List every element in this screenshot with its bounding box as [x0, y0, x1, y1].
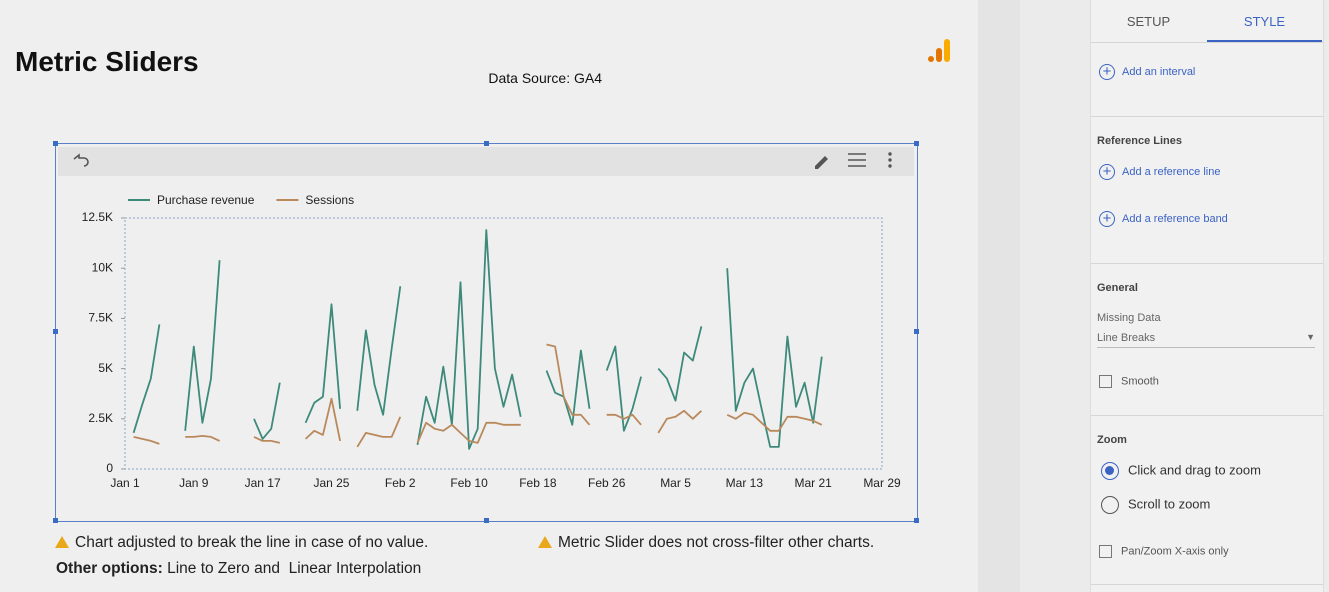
note: Chart adjusted to break the line in case…: [55, 534, 428, 552]
y-tick-label: 12.5K: [82, 210, 113, 224]
data-source: Data Source: GA4: [488, 70, 602, 86]
handle[interactable]: [53, 141, 58, 146]
note: Metric Slider does not cross-filter othe…: [538, 534, 874, 552]
radio-label[interactable]: Scroll to zoom: [1128, 496, 1211, 512]
x-tick-label: Mar 13: [726, 476, 764, 490]
x-tick-label: Jan 9: [179, 476, 209, 490]
more-icon[interactable]: [888, 152, 892, 168]
y-tick-label: 7.5K: [88, 311, 113, 325]
series-line: [133, 343, 823, 448]
x-tick-label: Jan 17: [245, 476, 281, 490]
filter-icon[interactable]: [848, 153, 866, 167]
section-heading: General: [1097, 282, 1138, 294]
tab[interactable]: SETUP: [1126, 14, 1171, 29]
style-panel: SETUP STYLE + Add an interval Reference L…: [1090, 0, 1324, 592]
checkbox-label[interactable]: Pan/Zoom X-axis only: [1121, 545, 1229, 558]
add-reference-line[interactable]: + Add a reference line: [1099, 164, 1220, 180]
pan-checkbox[interactable]: Pan/Zoom X-axis only: [1099, 545, 1229, 558]
dropdown-value[interactable]: Line Breaks: [1097, 332, 1156, 344]
page-title: Metric Sliders: [15, 46, 199, 77]
gutter: [978, 0, 1020, 592]
note-text: Metric Slider does not cross-filter othe…: [558, 534, 875, 551]
chart-toolbar: [58, 147, 914, 176]
handle[interactable]: [914, 141, 919, 146]
checkbox-label[interactable]: Smooth: [1121, 375, 1159, 388]
add-interval[interactable]: + Add an interval: [1099, 64, 1195, 80]
link-text[interactable]: Add a reference band: [1122, 212, 1228, 225]
section-heading: Zoom: [1097, 434, 1127, 446]
note: Other options: Line to Zero and Linear I…: [56, 560, 421, 578]
plot-frame: [124, 217, 883, 470]
series-line: [132, 229, 823, 450]
chart: 0 2.5K 5K 7.5K 10K 12.5K Jan 1 Jan 9 Jan 17 Jan 2…: [58, 147, 914, 490]
link-text[interactable]: Add an interval: [1122, 65, 1196, 78]
y-tick-label: 0: [106, 461, 113, 475]
field-label: Missing Data: [1097, 312, 1161, 324]
zoom-option[interactable]: Scroll to zoom: [1101, 496, 1210, 514]
link-text[interactable]: Add a reference line: [1122, 165, 1221, 178]
note-text: Chart adjusted to break the line in case…: [75, 534, 429, 551]
note-label: Other options:: [56, 560, 163, 577]
x-tick-label: Feb 10: [450, 476, 488, 490]
handle[interactable]: [484, 518, 489, 523]
x-tick-label: Jan 25: [313, 476, 349, 490]
edit-icon[interactable]: [815, 156, 828, 169]
y-tick-label: 10K: [92, 260, 113, 274]
x-tick-label: Mar 21: [795, 476, 833, 490]
handle[interactable]: [53, 518, 58, 523]
x-tick-label: Feb 26: [588, 476, 626, 490]
handle[interactable]: [914, 518, 919, 523]
zoom-option[interactable]: Click and drag to zoom: [1101, 462, 1261, 480]
ga-logo: [928, 39, 950, 62]
x-tick-label: Mar 5: [660, 476, 691, 490]
legend-label: Purchase revenue: [157, 193, 255, 207]
undo-icon[interactable]: [73, 153, 89, 167]
y-tick-label: 5K: [98, 361, 113, 375]
x-tick-label: Mar 29: [863, 476, 901, 490]
add-reference-band[interactable]: + Add a reference band: [1099, 211, 1228, 227]
x-tick-label: Feb 18: [519, 476, 557, 490]
handle[interactable]: [914, 329, 919, 334]
y-tick-label: 2.5K: [88, 411, 113, 425]
section-heading: Reference Lines: [1097, 135, 1182, 147]
smooth-checkbox[interactable]: Smooth: [1099, 375, 1159, 388]
x-tick-label: Jan 1: [110, 476, 140, 490]
x-tick-label: Feb 2: [385, 476, 416, 490]
legend-label: Sessions: [305, 193, 354, 207]
note-text: Line to Zero and Linear Interpolation: [162, 560, 422, 577]
radio-label[interactable]: Click and drag to zoom: [1128, 462, 1261, 478]
missing-data-dropdown[interactable]: Line Breaks ▼: [1097, 332, 1315, 348]
handle[interactable]: [484, 141, 489, 146]
tab[interactable]: STYLE: [1207, 0, 1322, 42]
report-canvas: Metric Sliders Data Source: GA4 0 2.5K 5K 7…: [15, 39, 950, 578]
handle[interactable]: [53, 329, 58, 334]
